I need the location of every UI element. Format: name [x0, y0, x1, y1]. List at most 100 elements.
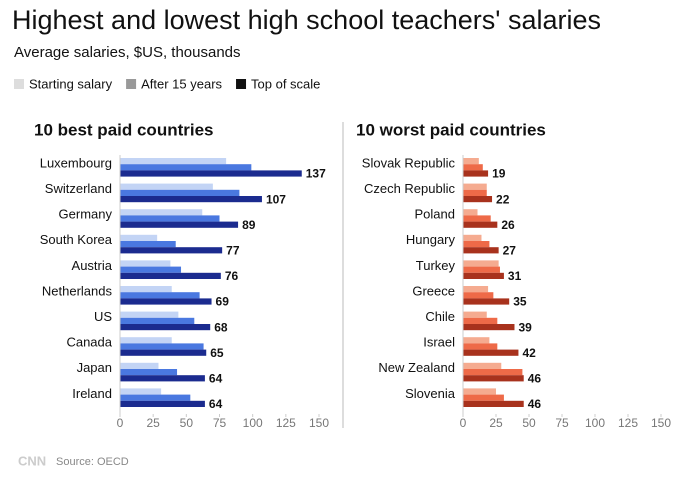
x-tick-label: 125	[276, 416, 296, 430]
bar	[120, 324, 211, 331]
bar	[120, 375, 205, 382]
x-tick-label: 50	[522, 416, 536, 430]
bar	[120, 209, 203, 216]
value-label: 46	[528, 397, 542, 411]
value-label: 64	[209, 397, 223, 411]
value-label: 137	[306, 167, 326, 181]
category-label: Ireland	[72, 386, 112, 401]
x-tick-label: 50	[180, 416, 194, 430]
bar	[463, 292, 494, 299]
bar	[463, 349, 519, 356]
x-tick-label: 100	[585, 416, 605, 430]
bar	[463, 362, 502, 369]
bar	[463, 298, 510, 305]
bar	[463, 400, 524, 407]
value-label: 64	[209, 371, 223, 385]
bar	[120, 272, 221, 279]
value-label: 31	[508, 269, 522, 283]
x-tick-label: 25	[489, 416, 503, 430]
bar	[463, 158, 479, 165]
category-label: Israel	[423, 335, 455, 350]
x-tick-label: 125	[618, 416, 638, 430]
logo: CNN	[18, 453, 46, 468]
category-label: Hungary	[406, 232, 456, 247]
category-label: Canada	[66, 335, 112, 350]
bar	[120, 369, 178, 376]
bar	[120, 292, 200, 299]
source: Source: OECD	[56, 456, 129, 468]
value-label: 42	[522, 346, 536, 360]
bar	[463, 221, 498, 228]
bar	[463, 234, 482, 241]
bar	[463, 215, 491, 222]
x-tick-label: 75	[213, 416, 227, 430]
bar	[463, 170, 489, 177]
category-label: Japan	[77, 360, 112, 375]
legend-label: After 15 years	[141, 76, 222, 91]
bar	[120, 183, 213, 190]
x-tick-label: 0	[117, 416, 124, 430]
category-label: Poland	[415, 207, 455, 222]
bar	[120, 158, 227, 165]
bar	[463, 317, 498, 324]
bar	[120, 221, 239, 228]
bar	[463, 209, 478, 216]
bar	[120, 298, 212, 305]
bar	[463, 266, 500, 273]
subtitle: Average salaries, $US, thousands	[14, 44, 241, 61]
bar	[120, 196, 262, 203]
x-tick-label: 150	[309, 416, 329, 430]
category-label: Austria	[72, 258, 113, 273]
x-tick-label: 75	[555, 416, 569, 430]
value-label: 19	[492, 167, 506, 181]
bar	[120, 241, 176, 248]
bar	[463, 196, 493, 203]
category-label: Luxembourg	[40, 155, 112, 170]
bar	[120, 247, 223, 254]
value-label: 39	[518, 320, 532, 334]
category-label: Switzerland	[45, 181, 112, 196]
panel-title: 10 worst paid countries	[356, 120, 546, 139]
bar	[463, 388, 496, 395]
bar	[463, 247, 499, 254]
category-label: South Korea	[40, 232, 113, 247]
bar	[463, 343, 498, 350]
value-label: 76	[225, 269, 239, 283]
panel-title: 10 best paid countries	[34, 120, 214, 139]
bar	[463, 260, 499, 267]
category-label: New Zealand	[378, 360, 455, 375]
bar	[463, 189, 487, 196]
bar	[120, 170, 302, 177]
value-label: 65	[210, 346, 224, 360]
bar	[463, 286, 489, 293]
bar	[120, 394, 191, 401]
bar	[120, 400, 205, 407]
legend-swatch	[14, 79, 24, 89]
category-label: Slovenia	[405, 386, 456, 401]
bar	[120, 266, 182, 273]
value-label: 107	[266, 192, 286, 206]
x-tick-label: 0	[460, 416, 467, 430]
bar	[463, 311, 487, 318]
category-label: Greece	[412, 283, 455, 298]
value-label: 46	[528, 371, 542, 385]
bar	[463, 394, 504, 401]
value-label: 69	[216, 295, 230, 309]
bar	[120, 215, 220, 222]
value-label: 27	[503, 243, 517, 257]
value-label: 22	[496, 192, 510, 206]
category-label: US	[94, 309, 112, 324]
bar	[120, 164, 252, 171]
bar	[463, 337, 490, 344]
bar	[120, 362, 159, 369]
bar	[120, 337, 172, 344]
title: Highest and lowest high school teachers'…	[12, 5, 601, 35]
legend-label: Top of scale	[251, 76, 320, 91]
bar	[463, 375, 524, 382]
value-label: 26	[501, 218, 515, 232]
bar	[120, 311, 179, 318]
bar	[120, 260, 171, 267]
category-label: Slovak Republic	[362, 155, 456, 170]
bar	[120, 349, 207, 356]
